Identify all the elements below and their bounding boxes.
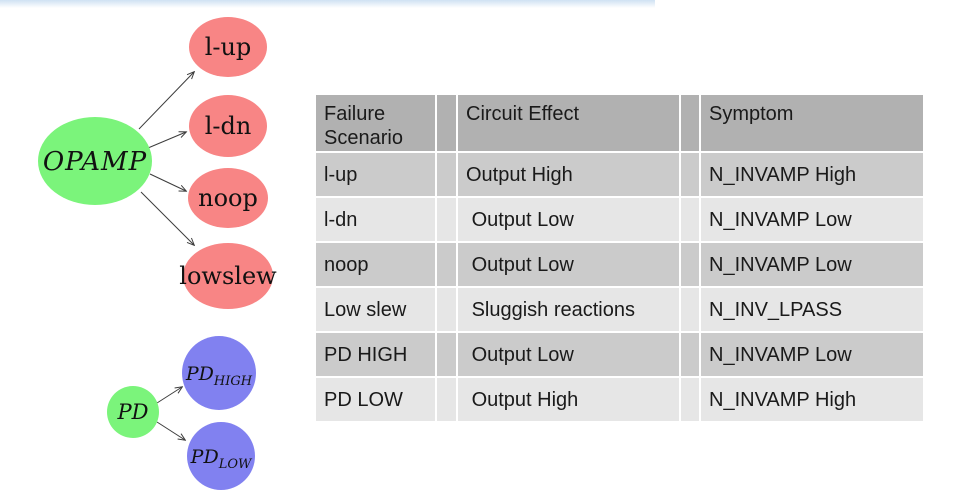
node-pd-high (182, 336, 256, 410)
row-spacer (437, 198, 456, 241)
node-pd-high-label-main: PD (185, 363, 214, 385)
row-spacer (681, 288, 699, 331)
cell-failure: PD LOW (316, 378, 435, 421)
row-spacer (681, 378, 699, 421)
column-header-failure-scenario: Failure Scenario (316, 95, 435, 151)
edge-opamp-l-up (138, 72, 194, 130)
header-spacer (437, 95, 456, 151)
node-pd-high-label: PDHIGH (185, 363, 253, 389)
node-pd-low (187, 422, 255, 490)
cell-symptom: N_INVAMP Low (701, 198, 923, 241)
row-spacer (437, 288, 456, 331)
header-spacer (681, 95, 699, 151)
row-spacer (437, 333, 456, 376)
row-spacer (681, 153, 699, 196)
row-spacer (437, 153, 456, 196)
node-pd (107, 386, 159, 438)
cell-effect: Output Low (458, 333, 679, 376)
cell-symptom: N_INVAMP High (701, 153, 923, 196)
node-l-dn-label: l-dn (205, 112, 252, 140)
node-noop (188, 168, 268, 228)
node-noop-label: noop (198, 184, 258, 212)
row-spacer (681, 243, 699, 286)
node-l-dn (189, 95, 267, 157)
cell-effect: Output Low (458, 198, 679, 241)
node-pd-label: PD (117, 400, 149, 424)
node-pd-high-label-sub: HIGH (213, 374, 253, 389)
edge-opamp-l-dn (147, 132, 186, 149)
cell-effect: Output High (458, 378, 679, 421)
node-pd-low-label: PDLOW (190, 446, 253, 472)
column-header-circuit-effect: Circuit Effect (458, 95, 679, 151)
row-spacer (437, 243, 456, 286)
cell-effect: Sluggish reactions (458, 288, 679, 331)
cell-symptom: N_INVAMP High (701, 378, 923, 421)
cell-symptom: N_INVAMP Low (701, 243, 923, 286)
cell-symptom: N_INVAMP Low (701, 333, 923, 376)
cell-effect: Output High (458, 153, 679, 196)
cell-failure: noop (316, 243, 435, 286)
cell-failure: Low slew (316, 288, 435, 331)
column-header-symptom: Symptom (701, 95, 923, 151)
row-spacer (437, 378, 456, 421)
fault-tree-diagram: OPAMP l-up l-dn noop lowslew PD PDHIGH P… (38, 17, 277, 490)
cell-failure: PD HIGH (316, 333, 435, 376)
edge-opamp-lowslew (140, 191, 194, 245)
cell-symptom: N_INV_LPASS (701, 288, 923, 331)
node-pd-low-label-main: PD (190, 446, 219, 468)
node-opamp-label: OPAMP (43, 147, 147, 177)
node-opamp (38, 117, 152, 205)
edge-pd-pdhigh (156, 387, 182, 404)
node-lowslew (183, 243, 273, 309)
row-spacer (681, 198, 699, 241)
cell-failure: l-up (316, 153, 435, 196)
edge-opamp-noop (149, 173, 186, 191)
edge-pd-pdlow (156, 421, 185, 440)
failure-scenario-table: Failure Scenario Circuit Effect Symptom … (316, 95, 923, 421)
cell-effect: Output Low (458, 243, 679, 286)
node-l-up-label: l-up (205, 33, 252, 61)
node-l-up (189, 17, 267, 77)
node-pd-low-label-sub: LOW (218, 457, 253, 472)
row-spacer (681, 333, 699, 376)
node-lowslew-label: lowslew (179, 262, 277, 290)
cell-failure: l-dn (316, 198, 435, 241)
